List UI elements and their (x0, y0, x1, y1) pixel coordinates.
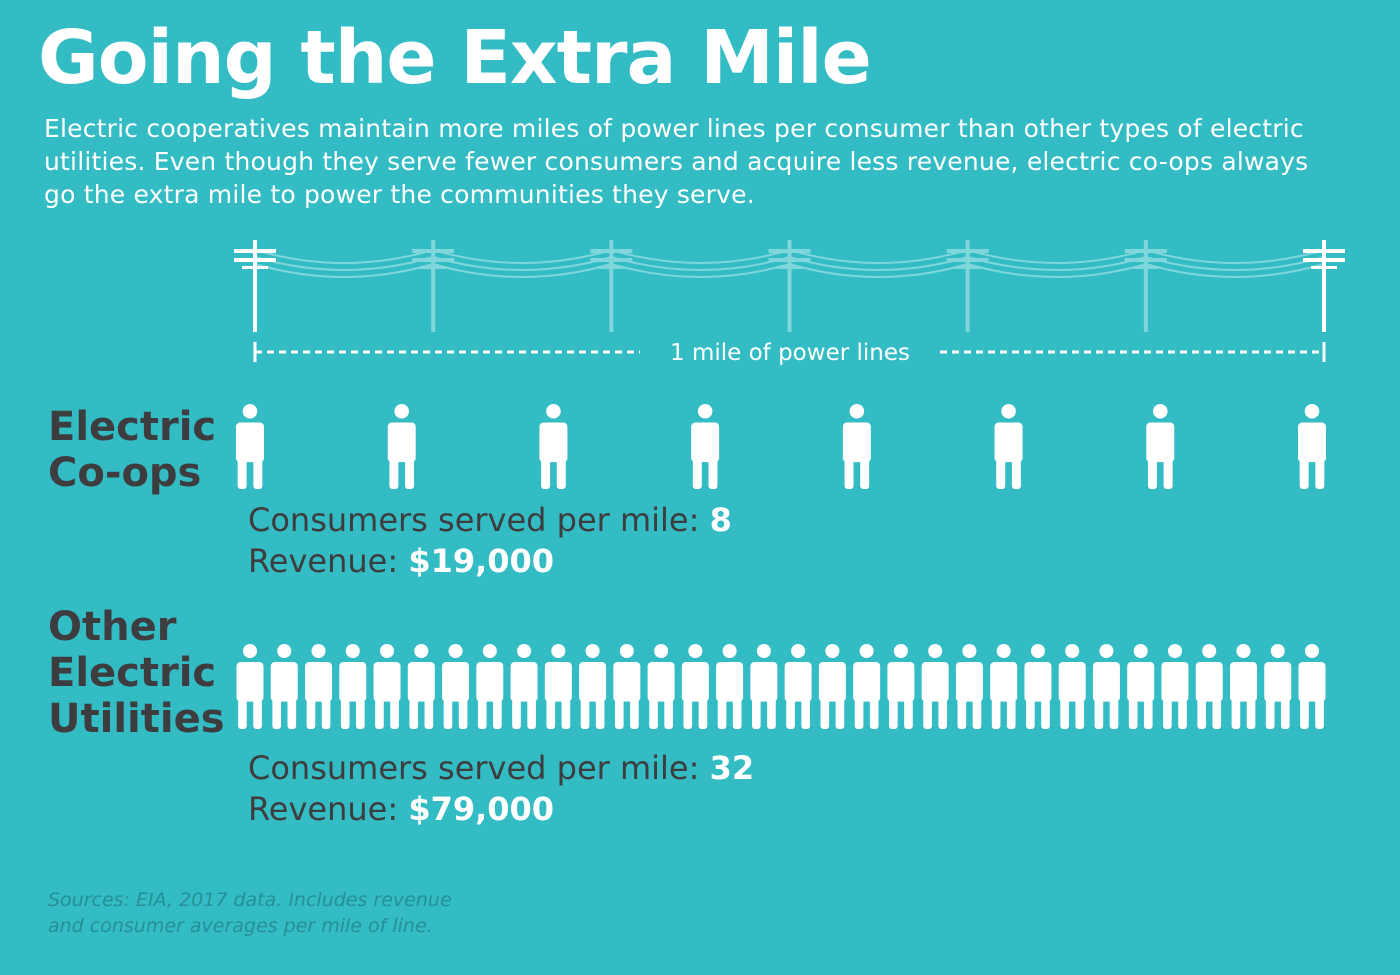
person-icon (1058, 644, 1086, 729)
power-wire (432, 249, 612, 264)
person-icon (1298, 644, 1326, 729)
person-icon (818, 644, 846, 729)
person-icon (681, 644, 709, 729)
mile-indicator: 1 mile of power lines (253, 340, 1326, 366)
person-icon (1024, 644, 1052, 729)
other-revenue-stat: Revenue: $79,000 (248, 788, 554, 830)
intro-text: Electric cooperatives maintain more mile… (44, 114, 1309, 209)
person-icon (1161, 644, 1189, 729)
person-icons (236, 404, 1326, 729)
other-label-line2: Electric (48, 650, 217, 696)
utility-pole-icon (1303, 240, 1345, 332)
power-wire (1145, 256, 1325, 271)
utility-pole-icon (946, 240, 989, 332)
person-icon (476, 644, 504, 729)
person-icon (539, 404, 568, 489)
coop-consumers-label: Consumers served per mile: (248, 501, 710, 539)
person-icon (1195, 644, 1223, 729)
coop-label-line2: Co-ops (48, 450, 202, 496)
person-icon (853, 644, 881, 729)
person-icon (442, 644, 470, 729)
coop-revenue-value: $19,000 (408, 542, 555, 580)
power-line-graphic (234, 240, 1345, 332)
power-wire (611, 256, 790, 271)
utility-pole-icon (768, 240, 811, 332)
footnote-line2: and consumer averages per mile of line. (48, 915, 433, 937)
power-wire (611, 263, 790, 278)
person-icon (750, 644, 778, 729)
other-consumers-label: Consumers served per mile: (248, 749, 710, 787)
person-icon (339, 644, 367, 729)
person-icon (691, 404, 720, 489)
person-icon (510, 644, 538, 729)
page-title: Going the Extra Mile (38, 15, 872, 101)
person-icon (1298, 404, 1326, 489)
person-icon (716, 644, 744, 729)
coop-label: Electric Co-ops (48, 404, 216, 496)
utility-pole-icon (234, 240, 276, 332)
other-revenue-label: Revenue: (248, 790, 409, 828)
power-wire (967, 249, 1147, 264)
person-icon (994, 404, 1023, 489)
coop-label-line1: Electric (48, 404, 217, 450)
power-wire (789, 263, 968, 278)
coop-revenue-stat: Revenue: $19,000 (248, 540, 554, 582)
person-icon (842, 404, 871, 489)
person-icon (990, 644, 1018, 729)
coop-consumers-value: 8 (709, 501, 732, 539)
power-wire (789, 256, 968, 271)
power-wire (967, 263, 1147, 278)
utility-pole-icon (1124, 240, 1167, 332)
person-icon (647, 644, 675, 729)
mile-label: 1 mile of power lines (670, 340, 910, 366)
power-wire (432, 256, 612, 271)
person-icon (921, 644, 949, 729)
person-icon (955, 644, 983, 729)
person-icon (270, 644, 298, 729)
sources-footnote: Sources: EIA, 2017 data. Includes revenu… (48, 887, 452, 939)
other-consumers-stat: Consumers served per mile: 32 (248, 747, 754, 789)
utility-pole-icon (590, 240, 633, 332)
utility-pole-icon (412, 240, 455, 332)
person-icon (387, 404, 416, 489)
person-icon (236, 644, 264, 729)
person-icon (305, 644, 333, 729)
power-wire (432, 263, 612, 278)
person-icon (887, 644, 915, 729)
power-wire (967, 256, 1147, 271)
other-consumers-value: 32 (709, 749, 755, 787)
power-wire (1145, 263, 1325, 278)
coop-consumers-stat: Consumers served per mile: 8 (248, 499, 732, 541)
other-utilities-label: Other Electric Utilities (48, 604, 225, 742)
person-icon (1229, 644, 1257, 729)
person-icon (579, 644, 607, 729)
person-icon (784, 644, 812, 729)
power-wire (254, 263, 434, 278)
person-icon (1146, 404, 1175, 489)
power-wire (611, 249, 790, 264)
person-icon (1092, 644, 1120, 729)
person-icon (613, 644, 641, 729)
other-label-line1: Other (48, 604, 177, 650)
footnote-line1: Sources: EIA, 2017 data. Includes revenu… (48, 889, 452, 911)
person-icon (1127, 644, 1155, 729)
person-icon (407, 644, 435, 729)
power-wire (254, 256, 434, 271)
person-icon (236, 404, 264, 489)
person-icon (373, 644, 401, 729)
other-revenue-value: $79,000 (408, 790, 555, 828)
person-icon (1264, 644, 1292, 729)
power-wire (254, 249, 434, 264)
power-wire (1145, 249, 1325, 264)
coop-revenue-label: Revenue: (248, 542, 409, 580)
other-label-line3: Utilities (48, 696, 225, 742)
power-wire (789, 249, 968, 264)
person-icon (544, 644, 572, 729)
